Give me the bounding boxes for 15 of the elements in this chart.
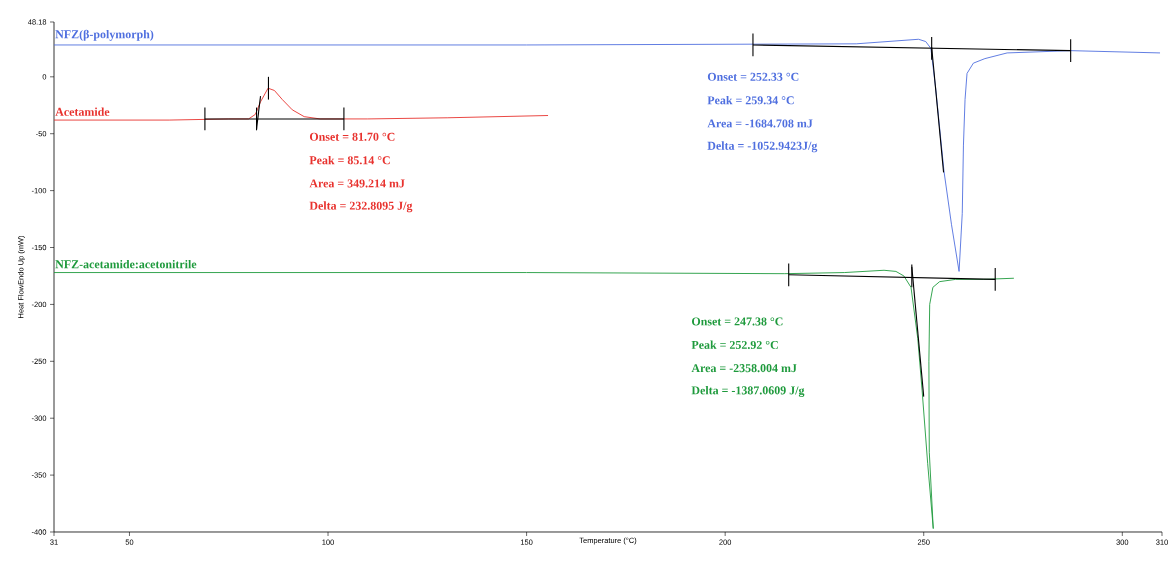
annotation: Peak = 259.34 °C	[707, 95, 794, 105]
annotation: Onset = 81.70 °C	[309, 132, 395, 141]
annotation: Delta = 232.8095 J/g	[309, 201, 413, 213]
annotation: Area = -1684.708 mJ	[707, 119, 813, 128]
series-label: NFZ-acetamide:acetonitrile	[55, 259, 197, 269]
series-label: NFZ(β-polymorph)	[55, 29, 154, 41]
series-label: Acetamide	[55, 107, 110, 116]
annotation: Onset = 247.38 °C	[691, 317, 783, 326]
annotation: Peak = 252.92 °C	[691, 340, 778, 350]
annotation: Area = -2358.004 mJ	[691, 364, 797, 373]
annotation: Delta = -1387.0609 J/g	[691, 386, 805, 397]
annotation: Area = 349.214 mJ	[309, 179, 405, 188]
annotation: Peak = 85.14 °C	[309, 155, 390, 165]
annotation: Delta = -1052.9423J/g	[707, 141, 818, 153]
annotation: Onset = 252.33 °C	[707, 72, 799, 81]
